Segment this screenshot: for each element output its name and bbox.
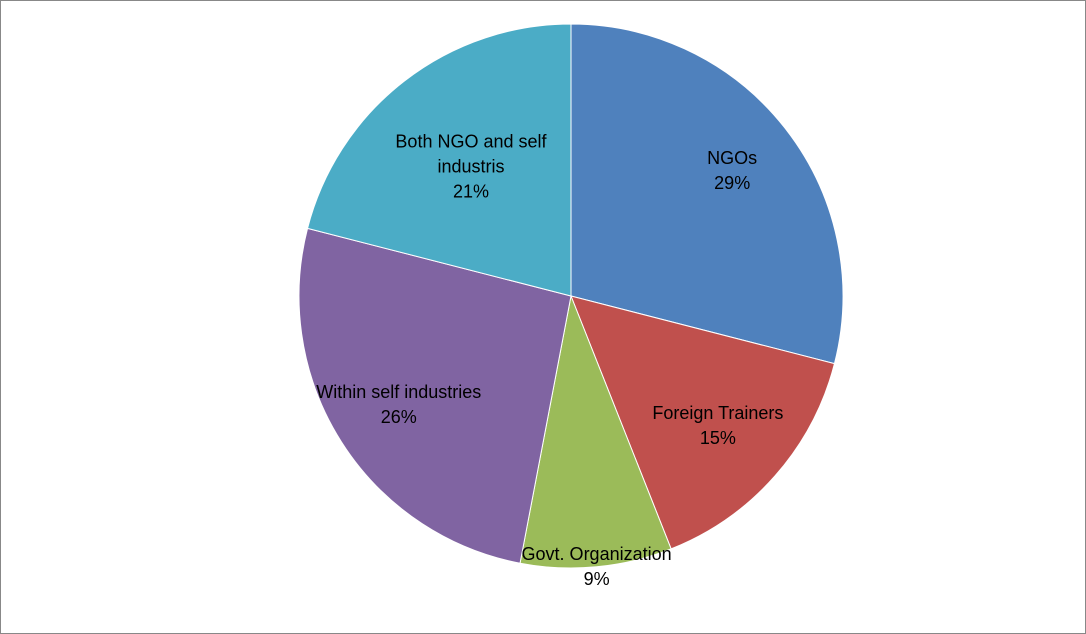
- pie-slice: [570, 23, 844, 365]
- pie-slice: [306, 23, 572, 297]
- data-label: Foreign Trainers 15%: [618, 401, 818, 451]
- category-label: Govt. Organization: [521, 543, 672, 564]
- percent-label: 9%: [583, 568, 610, 589]
- pie-slice: [298, 227, 572, 564]
- data-label: Both NGO and self industris 21%: [371, 130, 571, 205]
- pie-slice: [519, 294, 672, 569]
- percent-label: 26%: [380, 407, 417, 428]
- pie-slice: [570, 295, 836, 550]
- percent-label: 21%: [452, 181, 489, 202]
- category-label: Within self industries: [316, 382, 482, 403]
- data-label: NGOs 29%: [632, 146, 832, 196]
- data-label: Govt. Organization 9%: [497, 542, 697, 592]
- percent-label: 29%: [714, 172, 751, 193]
- data-label: Within self industries 26%: [299, 380, 499, 430]
- category-label: Both NGO and self industris: [395, 131, 547, 177]
- category-label: NGOs: [707, 147, 758, 168]
- percent-label: 15%: [699, 427, 736, 448]
- category-label: Foreign Trainers: [652, 402, 784, 423]
